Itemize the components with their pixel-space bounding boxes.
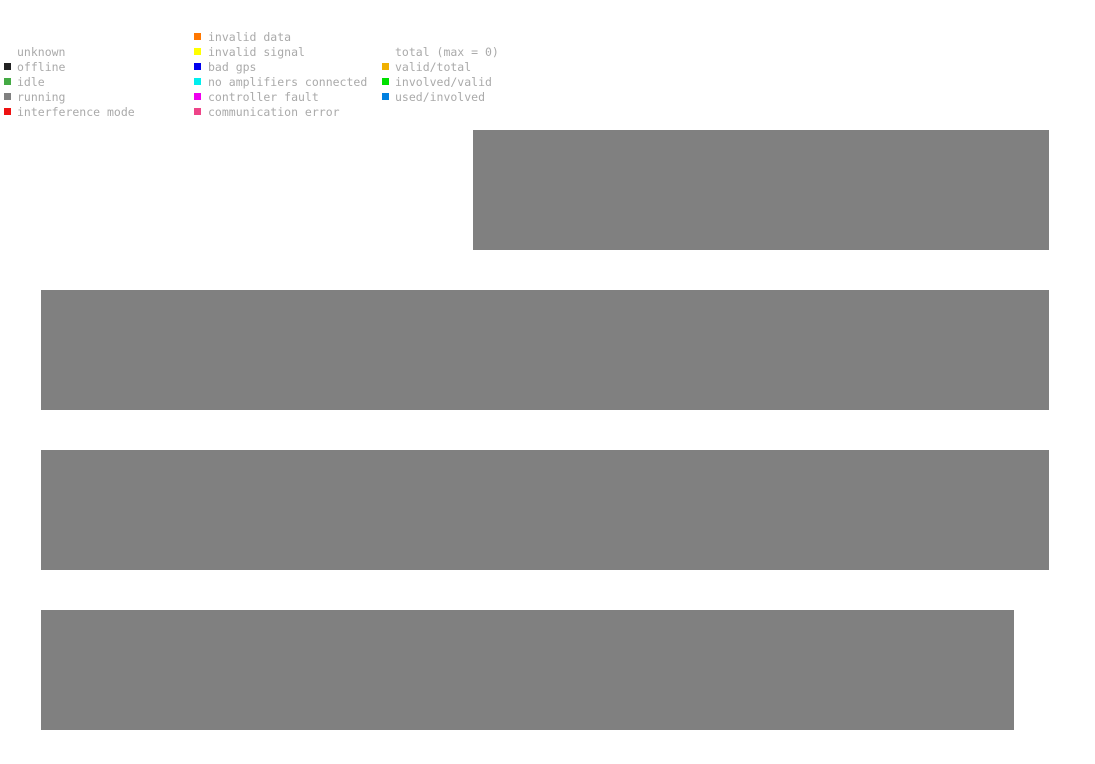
legend-label: no amplifiers connected <box>208 75 367 89</box>
legend-label: communication error <box>208 105 340 119</box>
legend-label: running <box>17 90 65 104</box>
legend-swatch <box>382 63 389 70</box>
panel-bar <box>41 610 1014 730</box>
panel-bar <box>41 450 1049 570</box>
legend-swatch <box>194 48 201 55</box>
legend-label: unknown <box>17 45 65 59</box>
legend-swatch <box>194 108 201 115</box>
legend-swatch <box>194 33 201 40</box>
legend-label: interference mode <box>17 105 135 119</box>
panel-bar <box>473 130 1049 250</box>
legend-label: involved/valid <box>395 75 492 89</box>
legend-label: idle <box>17 75 45 89</box>
legend-swatch <box>4 63 11 70</box>
legend-label: used/involved <box>395 90 485 104</box>
legend-label: bad gps <box>208 60 256 74</box>
legend-label: controller fault <box>208 90 319 104</box>
legend-label: total (max = 0) <box>395 45 499 59</box>
legend-swatch <box>382 93 389 100</box>
legend-label: valid/total <box>395 60 471 74</box>
legend-label: invalid signal <box>208 45 305 59</box>
legend-swatch <box>194 78 201 85</box>
legend-swatch <box>4 93 11 100</box>
panel-bar <box>41 290 1049 410</box>
legend-swatch <box>4 78 11 85</box>
legend-swatch <box>382 78 389 85</box>
legend-label: invalid data <box>208 30 291 44</box>
legend-swatch <box>4 108 11 115</box>
legend-label: offline <box>17 60 66 74</box>
legend-swatch <box>194 93 201 100</box>
legend-swatch <box>194 63 201 70</box>
